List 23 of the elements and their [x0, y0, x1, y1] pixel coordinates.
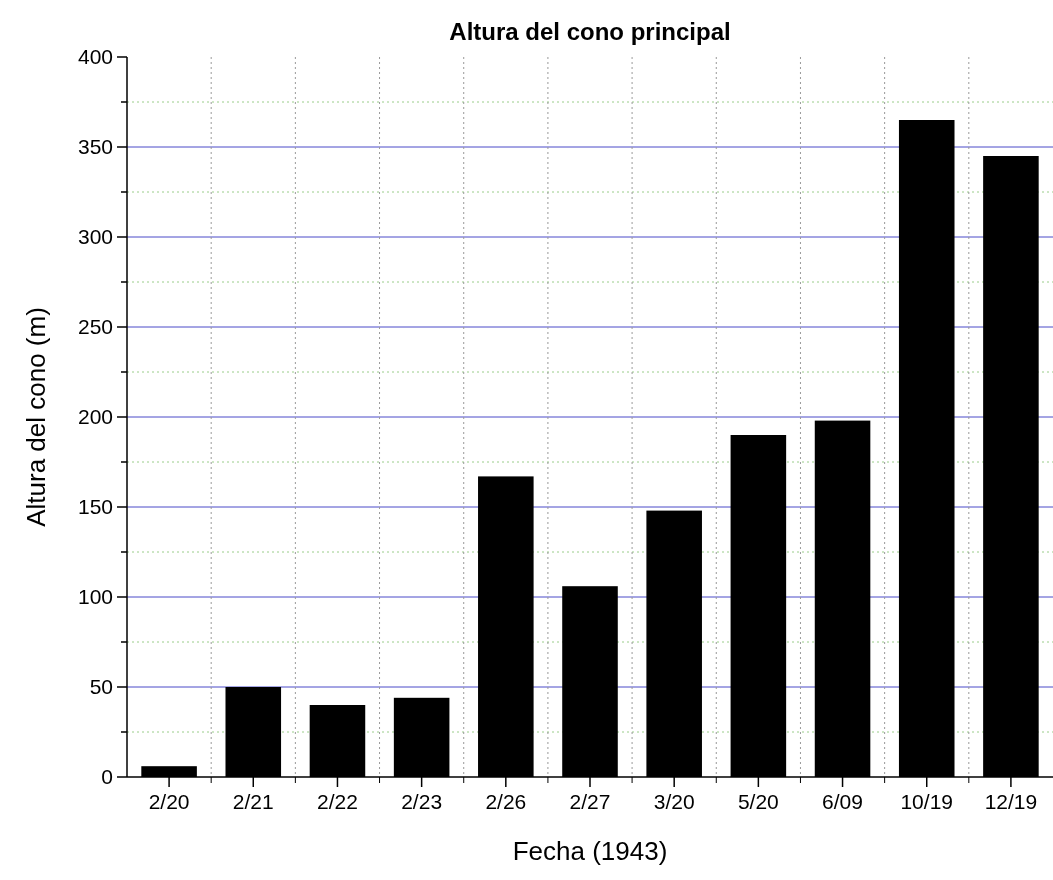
x-tick-label: 5/20: [737, 790, 779, 813]
y-axis-title: Altura del cono (m): [21, 307, 51, 527]
x-axis-title: Fecha (1943): [512, 836, 668, 866]
y-tick-label: 0: [101, 765, 113, 789]
x-tick-label: 2/26: [485, 790, 527, 813]
x-tick-label: 10/19: [900, 790, 954, 813]
y-tick-label: 350: [77, 135, 113, 159]
y-tick-label: 400: [77, 45, 113, 69]
x-tick-label: 2/20: [148, 790, 190, 813]
y-tick-label: 100: [77, 585, 113, 609]
y-tick-label: 50: [89, 675, 113, 699]
y-tick-label: 300: [77, 225, 113, 249]
y-tick-label: 150: [77, 495, 113, 519]
x-tick-label: 6/09: [822, 790, 863, 813]
x-tick-label: 2/21: [232, 790, 274, 813]
x-tick-label: 2/22: [317, 790, 358, 813]
x-tick-label: 12/19: [984, 790, 1038, 813]
y-tick-label: 250: [77, 315, 113, 339]
x-tick-label: 2/23: [401, 790, 443, 813]
x-tick-label: 2/27: [569, 790, 611, 813]
x-tick-label: 3/20: [653, 790, 695, 813]
chart-title: Altura del cono principal: [449, 18, 731, 45]
y-tick-label: 200: [77, 405, 113, 429]
